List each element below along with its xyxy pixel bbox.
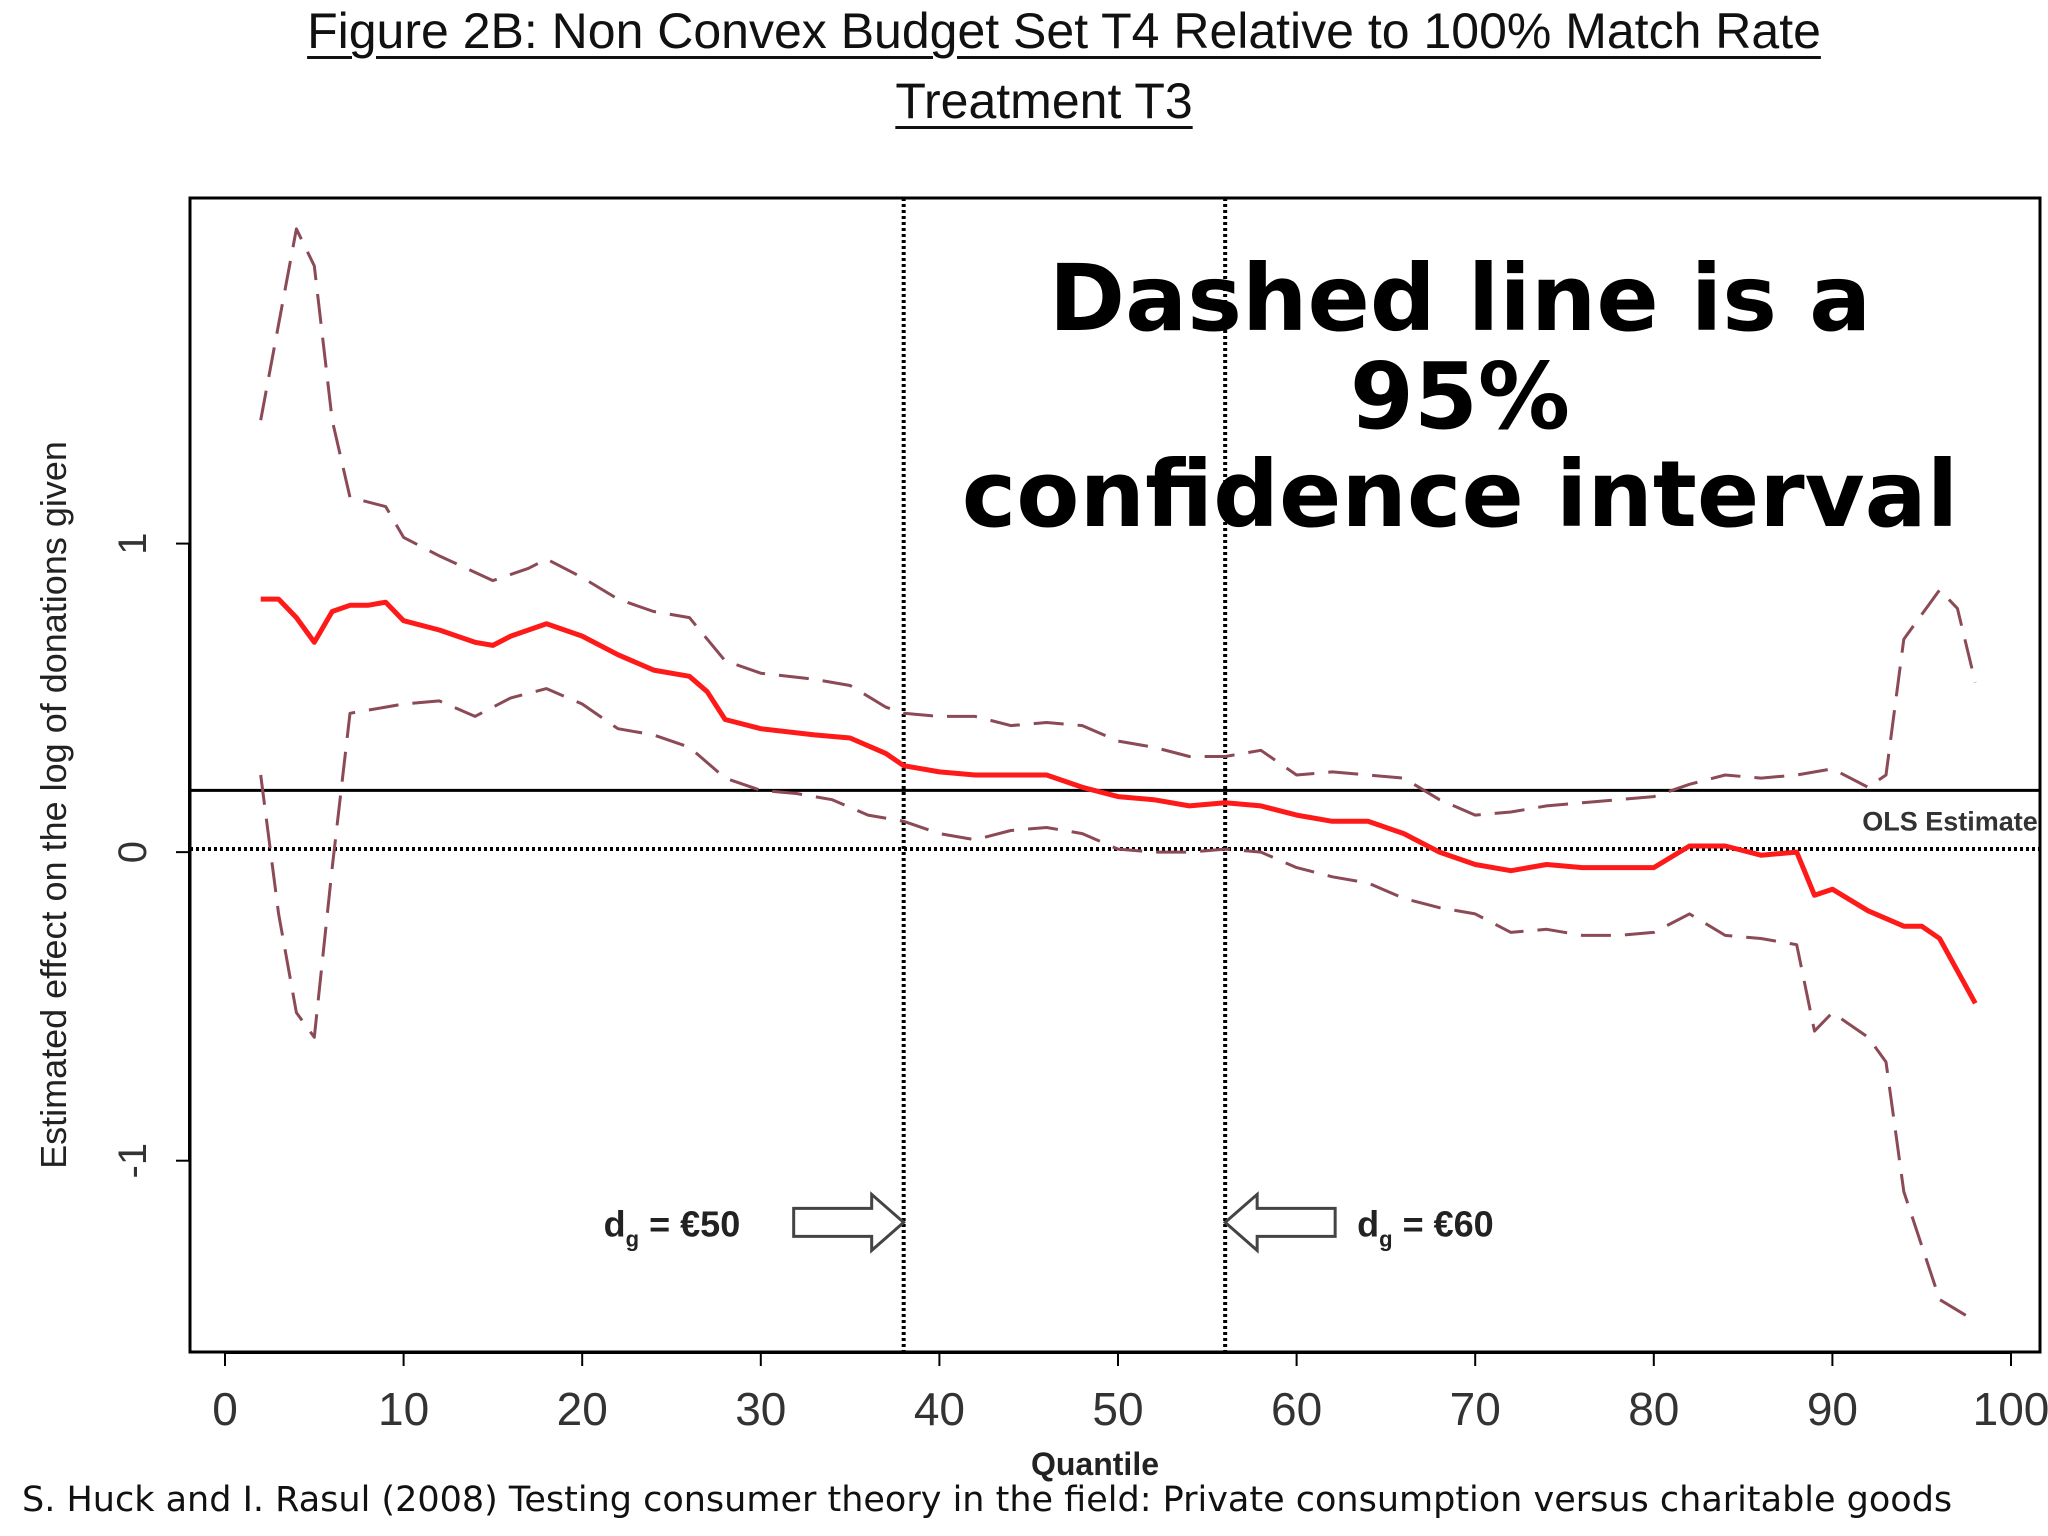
x-tick-label-0: 0 [212,1383,238,1435]
series-ci-upper [259,227,1977,817]
y-tick-label-0: 0 [111,841,155,863]
chart-title-line2: Treatment T3 [895,73,1193,129]
x-tick-label-20: 20 [557,1383,608,1435]
x-tick-label-50: 50 [1092,1383,1143,1435]
confidence-interval-annotation: Dashed line is a 95% confidence interval [940,250,1980,544]
series-estimate [260,596,1978,1005]
arrow-label-1: dg = €60 [1357,1203,1494,1251]
y-axis-label: Estimated effect on the log of donations… [33,441,74,1169]
x-tick-label-60: 60 [1271,1383,1322,1435]
x-tick-label-80: 80 [1628,1383,1679,1435]
x-tick-label-30: 30 [735,1383,786,1435]
x-tick-label-90: 90 [1807,1383,1858,1435]
x-tick-label-100: 100 [1973,1383,2048,1435]
chart-title-line1: Figure 2B: Non Convex Budget Set T4 Rela… [307,3,1821,59]
arrow-1 [1222,1191,1337,1254]
ols-estimate-label: OLS Estimate [1862,806,2038,836]
series-ci-lower [259,687,1977,1323]
x-tick-label-70: 70 [1450,1383,1501,1435]
annotation-line1: Dashed line is a 95% [1048,245,1872,450]
x-tick-label-40: 40 [914,1383,965,1435]
y-tick-label-1: 1 [111,532,155,554]
annotation-line2: confidence interval [961,441,1959,548]
x-tick-label-10: 10 [378,1383,429,1435]
arrow-label-0: dg = €50 [604,1203,741,1251]
x-axis-label: Quantile [1031,1446,1159,1482]
y-tick-label--1: -1 [111,1143,155,1179]
arrow-0 [792,1191,906,1254]
source-citation: S. Huck and I. Rasul (2008) Testing cons… [22,1480,1953,1520]
